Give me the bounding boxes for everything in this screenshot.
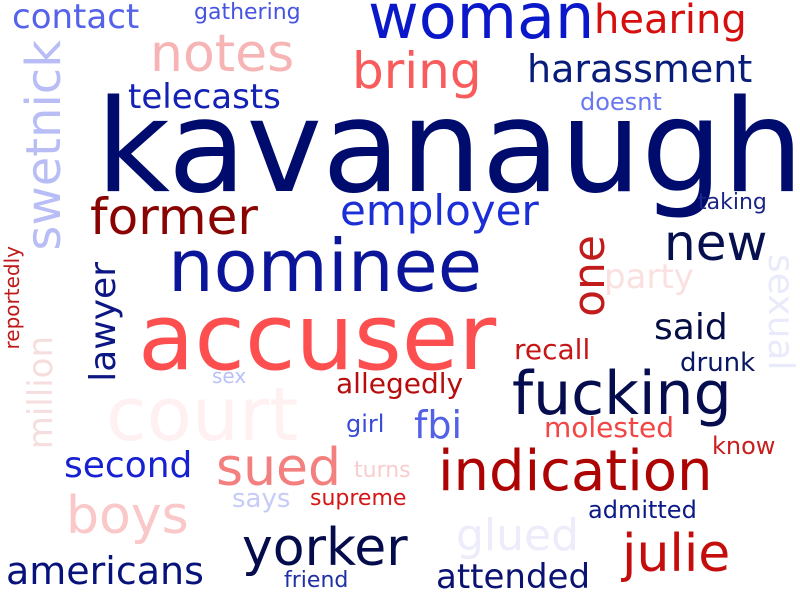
word-kavanaugh: kavanaugh <box>96 73 800 222</box>
word-court: court <box>106 372 299 458</box>
word-new: new <box>664 214 768 272</box>
word-second: second <box>64 445 193 486</box>
word-telecasts: telecasts <box>128 77 281 117</box>
word-woman: woman <box>368 0 595 53</box>
word-friend: friend <box>284 568 349 593</box>
word-doesnt: doesnt <box>580 88 662 116</box>
word-swetnick: swetnick <box>16 40 72 251</box>
word-girl: girl <box>346 410 385 438</box>
word-employer: employer <box>340 186 539 235</box>
word-molested: molested <box>544 411 674 444</box>
word-lawyer: lawyer <box>83 262 124 382</box>
word-attended: attended <box>436 557 591 597</box>
word-julie: julie <box>622 524 731 584</box>
word-allegedly: allegedly <box>336 367 464 400</box>
word-sex: sex <box>212 364 247 388</box>
word-notes: notes <box>150 24 295 84</box>
word-turns: turns <box>354 458 411 483</box>
word-nominee: nominee <box>168 224 483 308</box>
word-glued: glued <box>456 510 580 561</box>
word-hearing: hearing <box>594 0 747 43</box>
word-indication: indication <box>438 439 713 504</box>
word-sexual: sexual <box>760 254 800 371</box>
word-recall: recall <box>514 333 591 366</box>
word-americans: americans <box>6 549 204 593</box>
word-contact: contact <box>12 0 140 37</box>
word-fucking: fucking <box>512 359 732 429</box>
word-million: million <box>21 336 61 450</box>
word-yorker: yorker <box>242 518 408 578</box>
word-taking: taking <box>698 190 767 215</box>
word-admitted: admitted <box>588 496 697 524</box>
word-former: former <box>90 188 258 246</box>
word-gathering: gathering <box>194 0 301 25</box>
word-reportedly: reportedly <box>0 246 24 350</box>
word-said: said <box>654 307 728 348</box>
word-accuser: accuser <box>138 284 497 391</box>
word-harassment: harassment <box>527 47 753 91</box>
word-know: know <box>712 432 776 460</box>
word-boys: boys <box>66 486 189 546</box>
word-fbi: fbi <box>414 403 463 447</box>
word-sued: sued <box>216 438 342 498</box>
word-drunk: drunk <box>680 348 756 378</box>
word-says: says <box>232 484 291 514</box>
word-supreme: supreme <box>310 486 407 511</box>
word-bring: bring <box>352 42 482 100</box>
word-party: party <box>604 257 694 297</box>
